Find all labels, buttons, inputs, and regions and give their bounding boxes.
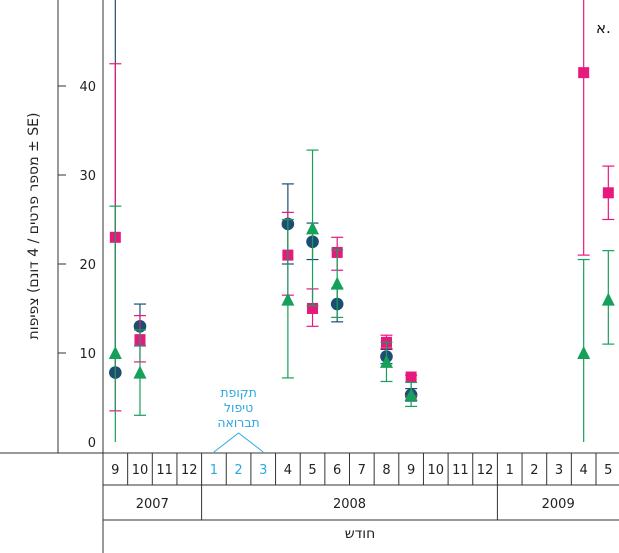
year-label: 2009	[542, 497, 575, 512]
data-point-triangle	[601, 292, 615, 306]
sanitation-bracket	[213, 432, 264, 453]
data-point-square	[405, 371, 417, 383]
year-label: 2007	[136, 497, 169, 512]
month-label: 7	[358, 463, 366, 478]
month-label: 11	[156, 463, 173, 478]
sanitation-note-line: תברואה	[217, 415, 259, 430]
data-point-triangle	[404, 387, 418, 401]
y-tick-label: 20	[79, 258, 96, 273]
data-point-square	[602, 187, 614, 199]
month-label: 3	[555, 463, 563, 478]
sanitation-period-note: תקופת טיפול תברואה	[217, 385, 259, 430]
y-axis: 0 10 20 30 40	[58, 80, 96, 451]
month-label: 5	[604, 463, 612, 478]
year-label: 2008	[333, 497, 366, 512]
y-tick-label: 40	[79, 80, 96, 95]
data-point-triangle	[281, 292, 295, 306]
month-label: 5	[308, 463, 316, 478]
month-label: 11	[452, 463, 469, 478]
month-label: 10	[132, 463, 149, 478]
month-label: 6	[333, 463, 341, 478]
month-label: 8	[382, 463, 390, 478]
month-label: 10	[428, 463, 445, 478]
data-point-triangle	[577, 346, 591, 359]
series-triangle	[108, 149, 615, 442]
y-tick-label: 30	[79, 169, 96, 184]
data-point-triangle	[133, 365, 147, 379]
month-label: 12	[477, 463, 494, 478]
month-label: 2	[234, 463, 242, 478]
data-point-triangle	[108, 346, 122, 359]
month-label: 12	[181, 463, 198, 478]
y-axis-label: צפיפות (מספר פרטים / 4 דונם ± SE)	[26, 113, 42, 340]
series-circle	[109, 0, 418, 402]
x-axis-label: חודש	[345, 526, 376, 542]
month-label: 1	[506, 463, 514, 478]
data-point-square	[578, 67, 590, 79]
month-label: 1	[210, 463, 218, 478]
y-tick-label: 0	[88, 436, 96, 451]
data-markers	[108, 0, 615, 442]
panel-label: א.	[596, 19, 611, 37]
data-point-triangle	[330, 276, 344, 290]
month-label: 3	[259, 463, 267, 478]
data-point-square	[307, 303, 319, 314]
month-label: 9	[111, 463, 119, 478]
month-label: 9	[407, 463, 415, 478]
y-tick-label: 10	[79, 347, 96, 362]
sanitation-note-line: טיפול	[224, 400, 253, 415]
series-square	[109, 0, 615, 412]
data-point-triangle	[306, 221, 320, 235]
month-label: 2	[530, 463, 538, 478]
month-label: 4	[284, 463, 292, 478]
month-label: 4	[580, 463, 588, 478]
sanitation-note-line: תקופת	[220, 385, 257, 400]
data-point-triangle	[379, 354, 393, 368]
